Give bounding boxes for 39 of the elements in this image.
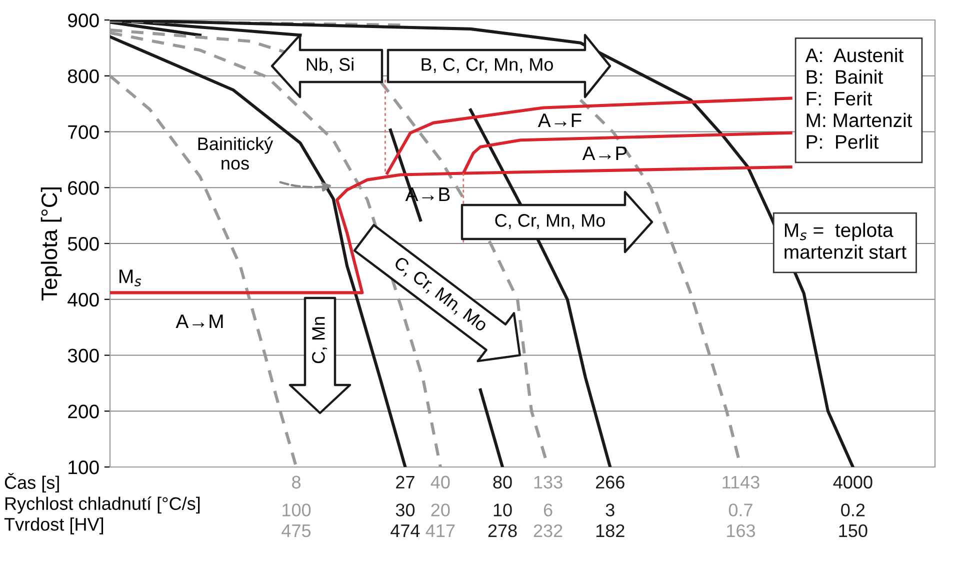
annotation: B, C, Cr, Mn, Mo bbox=[422, 58, 553, 73]
x-tick-label: 266 bbox=[596, 476, 624, 489]
x-axis-title: Čas [s] Rychlost chladnutí [°C/s] Tvrdost [HV] bbox=[4, 473, 200, 534]
annotation: Bainitický nos bbox=[198, 136, 274, 170]
x-tick-label: 1143 bbox=[722, 476, 760, 489]
annotation: 30 474 bbox=[390, 504, 420, 537]
annotation: C, Cr, Mn, Mo bbox=[392, 256, 489, 334]
annotation: Nb, Si bbox=[306, 58, 354, 73]
x-tick-label: 8 bbox=[292, 476, 300, 489]
y-tick-label: 900 bbox=[68, 13, 99, 28]
y-tick-label: 100 bbox=[68, 460, 99, 474]
annotation: 20 417 bbox=[426, 504, 455, 537]
annotation: M$_{s}$ = teplota martenzit start bbox=[784, 222, 906, 259]
x-tick-label: 4000 bbox=[833, 476, 872, 489]
y-tick-label: 700 bbox=[68, 125, 99, 139]
annotation: A→M bbox=[176, 314, 223, 328]
annotation: C, Mn bbox=[312, 317, 327, 364]
annotation: 100 475 bbox=[282, 504, 311, 538]
y-tick-label: 200 bbox=[68, 404, 99, 418]
x-tick-label: 80 bbox=[493, 476, 512, 489]
y-tick-label: 800 bbox=[68, 69, 99, 84]
annotation: A→P bbox=[582, 146, 627, 160]
annotation: A: Austenit B: Bainit F: Ferit M: Martenzit P: Perlit bbox=[805, 48, 912, 149]
annotation: C, Cr, Mn, Mo bbox=[495, 214, 605, 229]
annotation: 0.7 163 bbox=[727, 504, 755, 538]
annotation: A→F bbox=[538, 114, 582, 128]
y-tick-label: 300 bbox=[68, 348, 99, 362]
annotation: 0.2 150 bbox=[839, 504, 868, 538]
annotation: 6 232 bbox=[534, 504, 562, 538]
y-tick-label: 500 bbox=[68, 236, 99, 251]
annotation: 3 182 bbox=[596, 504, 624, 538]
y-axis-title: Teplota [°C] bbox=[40, 188, 62, 301]
x-tick-label: 27 bbox=[396, 476, 414, 488]
y-tick-label: 600 bbox=[68, 181, 99, 195]
annotation: 10 278 bbox=[488, 504, 517, 538]
annotation: M$_{s}$ bbox=[120, 270, 142, 286]
x-tick-label: 133 bbox=[534, 476, 562, 489]
x-tick-label: 40 bbox=[430, 476, 450, 489]
y-tick-label: 400 bbox=[68, 292, 99, 307]
